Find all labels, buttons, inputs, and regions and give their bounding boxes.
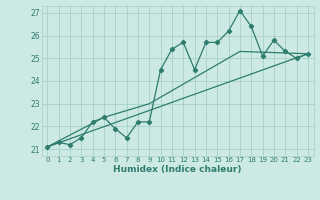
X-axis label: Humidex (Indice chaleur): Humidex (Indice chaleur) [113,165,242,174]
